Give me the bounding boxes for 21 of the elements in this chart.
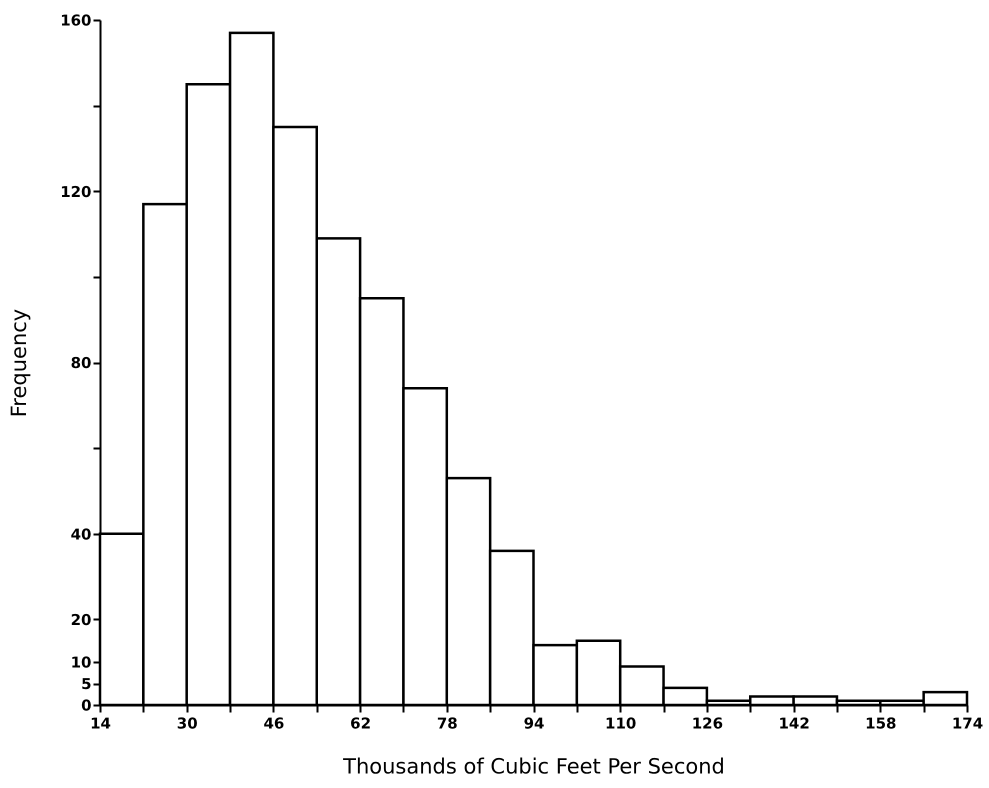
- x-tick-label: 62: [350, 714, 372, 732]
- x-tick-label: 142: [778, 714, 810, 732]
- x-axis-title: Thousands of Cubic Feet Per Second: [342, 754, 725, 778]
- y-tick-label: 160: [60, 12, 92, 30]
- y-tick-label: 80: [70, 354, 92, 372]
- y-tick-label: 0: [81, 696, 92, 714]
- x-tick-label: 110: [605, 714, 636, 732]
- x-tick-label: 126: [692, 714, 724, 732]
- x-tick-label: 94: [524, 714, 544, 732]
- x-tick-label: 14: [90, 714, 111, 732]
- y-axis-title: Frequency: [7, 308, 32, 418]
- y-tick-label: 120: [60, 182, 92, 201]
- x-tick-label: 46: [263, 714, 284, 732]
- y-tick-label: 40: [70, 525, 92, 544]
- y-tick-label: 20: [70, 610, 92, 629]
- x-tick-label: 78: [436, 714, 458, 732]
- x-tick-label: 158: [865, 714, 896, 732]
- y-tick-label: 10: [70, 654, 92, 672]
- y-tick-label: 5: [81, 675, 92, 694]
- x-tick-label: 30: [176, 714, 198, 732]
- x-tick-label: 174: [952, 714, 984, 732]
